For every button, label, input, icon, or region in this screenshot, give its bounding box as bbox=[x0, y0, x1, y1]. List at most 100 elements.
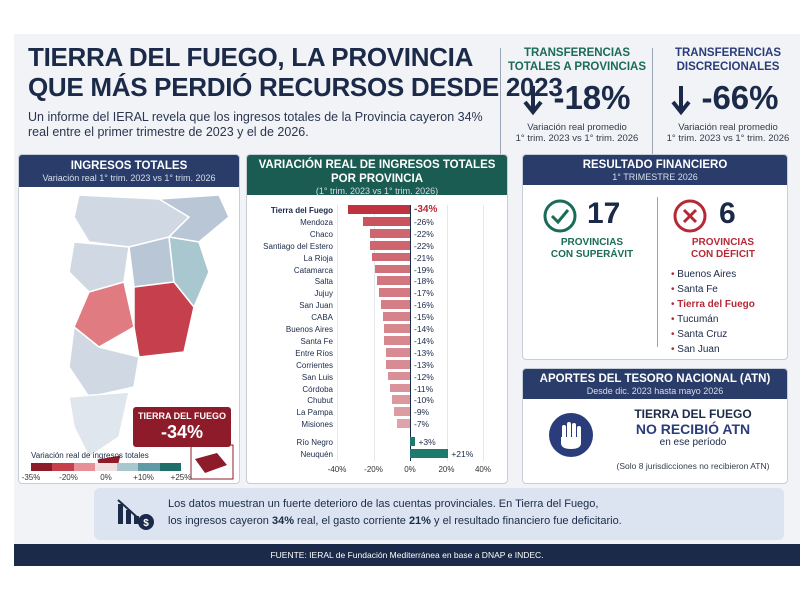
atn-line-1: TIERRA DEL FUEGO bbox=[634, 407, 752, 421]
map-panel-header: INGRESOS TOTALES Variación real 1° trim.… bbox=[19, 155, 239, 187]
bar bbox=[377, 276, 410, 286]
divider bbox=[657, 197, 658, 347]
bar bbox=[382, 312, 410, 321]
category-label: San Luis bbox=[301, 372, 333, 382]
stat-value: -66% bbox=[701, 79, 779, 116]
legend-swatch bbox=[138, 463, 160, 471]
bar-value-label: -14% bbox=[414, 335, 434, 346]
category-label: Chaco bbox=[309, 229, 333, 239]
category-label: Catamarca bbox=[293, 265, 333, 275]
atn-message: TIERRA DEL FUEGO NO RECIBIÓ ATN en ese p… bbox=[603, 407, 783, 449]
bar-value-label: -9% bbox=[414, 407, 430, 418]
bar-value-label: -7% bbox=[414, 419, 430, 430]
text-part: y el resultado financiero fue deficitari… bbox=[430, 515, 622, 527]
result-panel: RESULTADO FINANCIERO 1° TRIMESTRE 2026 1… bbox=[522, 154, 788, 360]
zero-axis-line bbox=[410, 205, 411, 461]
down-arrow-icon bbox=[671, 86, 691, 116]
bar-chart: -40% -20% 0% 20% 40% Tierra del Fuego -34% Mend… bbox=[247, 155, 507, 483]
deficit-list-item: • Tierra del Fuego bbox=[671, 299, 755, 310]
intro-text: Un informe del IERAL revela que los ingr… bbox=[28, 110, 483, 139]
legend-tick-label: +10% bbox=[133, 473, 154, 482]
legend-swatch bbox=[73, 463, 96, 471]
result-subtitle: 1° TRIMESTRE 2026 bbox=[612, 172, 698, 182]
province-patagonia-south bbox=[68, 391, 130, 459]
legend-swatch bbox=[52, 463, 74, 471]
stat-note-line: 1° trim. 2023 vs 1° trim. 2026 bbox=[515, 133, 639, 144]
stat-heading-line: TRANSFERENCIAS bbox=[523, 47, 631, 59]
deficit-list-item: • Santa Fe bbox=[671, 284, 718, 295]
stat-value: -18% bbox=[553, 79, 631, 116]
bar bbox=[388, 371, 410, 381]
text-part: los ingresos cayeron bbox=[168, 515, 272, 527]
conclusion-line-2: los ingresos cayeron 34% real, el gasto … bbox=[168, 513, 778, 530]
surplus-label-line: PROVINCIAS bbox=[560, 237, 624, 248]
text-emphasis: 34% bbox=[271, 515, 294, 527]
legend-ticks: -35% -20% 0% +10% +25% bbox=[19, 473, 219, 483]
legend-swatch bbox=[159, 463, 181, 471]
category-label: Santiago del Estero bbox=[263, 241, 333, 251]
check-circle-icon bbox=[543, 199, 577, 233]
bar bbox=[410, 449, 449, 458]
conclusion-text: Los datos muestran un fuerte deterioro d… bbox=[168, 496, 778, 530]
deficit-count: 6 bbox=[719, 197, 736, 230]
category-label: Buenos Aires bbox=[285, 325, 333, 334]
bar-value-label: -18% bbox=[414, 276, 434, 287]
atn-panel: APORTES DEL TESORO NACIONAL (ATN) Desde … bbox=[522, 368, 788, 484]
stat-heading: TRANSFERENCIAS DISCRECIONALES bbox=[656, 46, 800, 74]
chart-title-line: POR PROVINCIA bbox=[330, 173, 423, 185]
stat-heading: TRANSFERENCIAS TOTALES A PROVINCIAS bbox=[504, 46, 650, 74]
callout-name: TIERRA DEL FUEGO bbox=[137, 411, 226, 421]
inset-tierra-del-fuego bbox=[195, 453, 227, 473]
down-arrow-icon bbox=[523, 86, 543, 116]
surplus-label: PROVINCIAS CON SUPERÁVIT bbox=[533, 237, 651, 261]
text-part: real, el gasto corriente bbox=[293, 515, 409, 527]
stat-heading-line: TRANSFERENCIAS bbox=[674, 47, 782, 59]
bar bbox=[384, 335, 410, 345]
atn-note: (Solo 8 jurisdicciones no recibieron ATN… bbox=[616, 461, 770, 471]
bar-value-label: -21% bbox=[414, 252, 434, 263]
atn-title: APORTES DEL TESORO NACIONAL (ATN) bbox=[539, 373, 771, 385]
map-panel: INGRESOS TOTALES Variación real 1° trim.… bbox=[18, 154, 240, 484]
legend-title: Variación real de ingresos totales bbox=[31, 451, 149, 460]
result-title: RESULTADO FINANCIERO bbox=[582, 159, 728, 171]
category-label: Corrientes bbox=[296, 360, 333, 370]
stat-note-line: Variación real promedio bbox=[678, 122, 778, 133]
bar-value-label: -26% bbox=[414, 216, 434, 227]
category-label: Santa Fe bbox=[300, 336, 333, 346]
category-label: Salta bbox=[314, 277, 333, 287]
x-tick-label: 20% bbox=[438, 464, 455, 474]
category-label: Neuquén bbox=[300, 450, 333, 459]
legend-swatch bbox=[31, 463, 53, 471]
deficit-list-item: • Buenos Aires bbox=[671, 269, 737, 280]
bar bbox=[384, 324, 410, 333]
chart-title-line: VARIACIÓN REAL DE INGRESOS TOTALES bbox=[258, 159, 496, 171]
result-panel-header: RESULTADO FINANCIERO 1° TRIMESTRE 2026 bbox=[523, 155, 787, 185]
svg-text:$: $ bbox=[143, 518, 149, 529]
bar bbox=[362, 216, 410, 226]
stat-heading-line: TOTALES A PROVINCIAS bbox=[507, 61, 646, 73]
bar-value-label: -17% bbox=[414, 288, 434, 299]
infographic: TIERRA DEL FUEGO, LA PROVINCIA QUE MÁS P… bbox=[14, 34, 800, 566]
category-label: La Pampa bbox=[296, 408, 333, 418]
divider bbox=[652, 48, 653, 154]
bar-value-label: -14% bbox=[414, 324, 434, 334]
bar bbox=[369, 240, 410, 250]
atn-panel-header: APORTES DEL TESORO NACIONAL (ATN) Desde … bbox=[523, 369, 787, 399]
x-circle-icon bbox=[673, 199, 707, 233]
conclusion-line-1: Los datos muestran un fuerte deterioro d… bbox=[168, 498, 599, 510]
bar-value-label: -11% bbox=[414, 383, 434, 394]
deficit-list: • Buenos Aires • Santa Fe • Tierra del Fue… bbox=[671, 267, 787, 357]
title-line-1: TIERRA DEL FUEGO, LA PROVINCIA bbox=[28, 42, 474, 72]
bar bbox=[380, 300, 410, 310]
bar-value-label: -12% bbox=[414, 371, 434, 382]
category-label: Río Negro bbox=[296, 438, 333, 448]
bar bbox=[389, 383, 410, 393]
bar-value-label: -16% bbox=[414, 300, 434, 311]
bar bbox=[393, 407, 410, 417]
surplus-label-line: CON SUPERÁVIT bbox=[550, 249, 634, 260]
atn-line-3: en ese período bbox=[659, 437, 727, 448]
deficit-list-item: • San Juan bbox=[671, 344, 720, 355]
atn-subtitle: Desde dic. 2023 hasta mayo 2026 bbox=[586, 386, 724, 396]
category-label: San Juan bbox=[299, 301, 333, 311]
bar-value-label: -13% bbox=[414, 347, 434, 358]
